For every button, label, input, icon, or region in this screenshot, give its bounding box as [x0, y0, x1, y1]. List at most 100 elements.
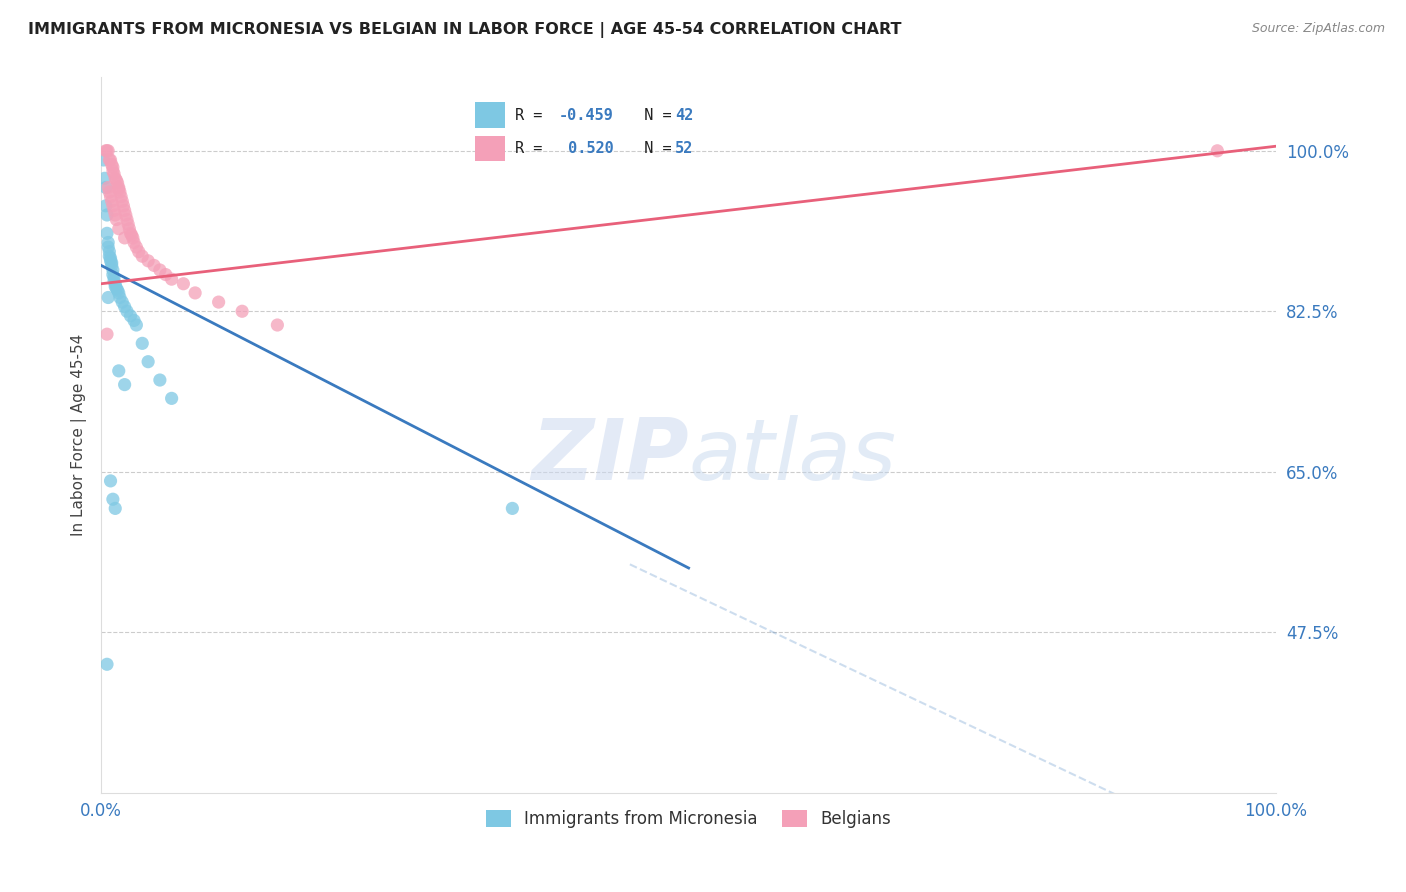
Point [98, 244, 121, 259]
Point [125, 318, 148, 332]
Point [107, 176, 129, 190]
Text: atlas: atlas [689, 415, 897, 498]
Point [105, 173, 128, 187]
Point [100, 157, 122, 171]
Point [104, 279, 127, 293]
Point [111, 295, 134, 310]
Text: ZIP: ZIP [531, 415, 689, 498]
Point [96, 227, 118, 241]
Point [101, 268, 124, 282]
Point [184, 285, 207, 300]
Point [94, 144, 117, 158]
Legend: Immigrants from Micronesia, Belgians: Immigrants from Micronesia, Belgians [479, 803, 898, 834]
Point [117, 217, 139, 231]
Point [98, 249, 121, 263]
Point [103, 274, 125, 288]
Point [105, 281, 128, 295]
Point [100, 251, 122, 265]
Point [98, 185, 121, 199]
Point [115, 304, 138, 318]
Point [122, 235, 145, 250]
Point [172, 277, 194, 291]
Point [107, 221, 129, 235]
Text: Source: ZipAtlas.com: Source: ZipAtlas.com [1251, 22, 1385, 36]
Point [100, 253, 122, 268]
Point [104, 208, 127, 222]
Point [96, 327, 118, 342]
Point [100, 259, 122, 273]
Point [97, 240, 120, 254]
Text: IMMIGRANTS FROM MICRONESIA VS BELGIAN IN LABOR FORCE | AGE 45-54 CORRELATION CHA: IMMIGRANTS FROM MICRONESIA VS BELGIAN IN… [28, 22, 901, 38]
Point [103, 270, 125, 285]
Point [110, 189, 132, 203]
Point [107, 283, 129, 297]
Point [207, 295, 229, 310]
Y-axis label: In Labor Force | Age 45-54: In Labor Force | Age 45-54 [72, 334, 87, 536]
Point [100, 153, 122, 167]
Point [114, 231, 136, 245]
Point [101, 164, 124, 178]
Point [100, 194, 122, 209]
Point [104, 277, 127, 291]
Point [96, 657, 118, 672]
Point [149, 373, 172, 387]
Point [97, 144, 120, 158]
Point [118, 221, 141, 235]
Point [266, 318, 288, 332]
Point [114, 203, 136, 218]
Point [107, 364, 129, 378]
Point [94, 180, 117, 194]
Point [121, 231, 143, 245]
Point [97, 180, 120, 194]
Point [115, 212, 138, 227]
Point [120, 309, 142, 323]
Point [122, 313, 145, 327]
Point [114, 377, 136, 392]
Point [104, 501, 127, 516]
Point [103, 203, 125, 218]
Point [101, 492, 124, 507]
Point [131, 336, 153, 351]
Point [103, 167, 125, 181]
Point [107, 285, 129, 300]
Point [97, 291, 120, 305]
Point [136, 354, 159, 368]
Point [107, 182, 129, 196]
Point [105, 212, 128, 227]
Point [114, 300, 136, 314]
Point [93, 171, 115, 186]
Point [104, 171, 127, 186]
Point [100, 189, 122, 203]
Point [128, 244, 150, 259]
Point [108, 185, 131, 199]
Point [111, 194, 134, 209]
Point [160, 272, 183, 286]
Point [101, 263, 124, 277]
Point [231, 304, 253, 318]
Point [1206, 144, 1229, 158]
Point [101, 199, 124, 213]
Point [96, 208, 118, 222]
Point [100, 255, 122, 269]
Point [97, 235, 120, 250]
Point [121, 228, 143, 243]
Point [131, 249, 153, 263]
Point [98, 153, 121, 167]
Point [136, 253, 159, 268]
Point [149, 263, 172, 277]
Point [96, 144, 118, 158]
Point [160, 392, 183, 406]
Point [112, 199, 135, 213]
Point [125, 240, 148, 254]
Point [93, 153, 115, 167]
Point [108, 291, 131, 305]
Point [100, 474, 122, 488]
Point [120, 227, 142, 241]
Point [101, 161, 124, 175]
Point [501, 501, 523, 516]
Point [143, 259, 166, 273]
Point [114, 208, 136, 222]
Point [107, 180, 129, 194]
Point [94, 199, 117, 213]
Point [155, 268, 177, 282]
